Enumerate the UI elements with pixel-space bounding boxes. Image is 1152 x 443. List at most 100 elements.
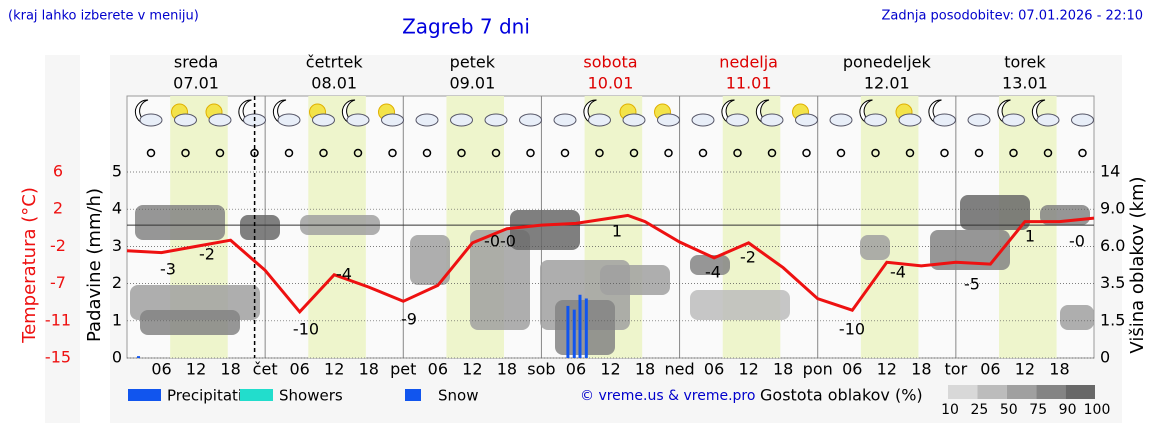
- wind-calm: [664, 148, 673, 158]
- cloud-scale-label: 100: [1084, 402, 1111, 418]
- day-name: sobota: [583, 53, 637, 72]
- y2-tick-label: 3.5: [1100, 273, 1125, 292]
- left-strip: [45, 55, 80, 423]
- y2-tick-label: 9.0: [1100, 199, 1125, 218]
- x-hour-label: 06: [428, 360, 448, 379]
- y2-tick-label: 6.0: [1100, 236, 1125, 255]
- cloud-icon: [622, 113, 646, 127]
- x-hour-label: 18: [773, 360, 793, 379]
- cloud-icon: [933, 113, 956, 127]
- temp-annotation: -2: [740, 248, 756, 267]
- cloud-cell: [240, 215, 280, 240]
- x-day-label: pet: [390, 360, 416, 379]
- x-hour-label: 18: [497, 360, 517, 379]
- temp-annotation: 1: [1025, 227, 1035, 246]
- temp-annotation: -2: [199, 245, 215, 264]
- wind-calm: [457, 148, 466, 158]
- temp-tick-label: -7: [50, 273, 66, 292]
- title: Zagreb 7 dni: [402, 15, 530, 39]
- cloud-icon: [139, 113, 163, 127]
- x-hour-label: 18: [220, 360, 240, 379]
- day-name: sreda: [174, 53, 218, 72]
- y-tick-label: 5: [112, 162, 122, 181]
- cloud-icon: [450, 113, 473, 127]
- temp-annotation: 1: [612, 222, 622, 241]
- x-hour-label: 12: [1015, 360, 1035, 379]
- cloud-icon: [174, 113, 197, 127]
- cloud-cell: [140, 310, 240, 335]
- wind-calm: [629, 148, 639, 158]
- day-date: 13.01: [1002, 74, 1048, 93]
- cloud-scale-label: 75: [1029, 402, 1047, 418]
- wind-calm: [1043, 148, 1053, 158]
- temp-tick-label: -11: [45, 310, 71, 329]
- x-hour-label: 12: [324, 360, 344, 379]
- cloud-scale-swatch: [1036, 385, 1066, 399]
- cloud-cell: [860, 235, 890, 260]
- wind-calm: [526, 148, 535, 158]
- cloud-icon: [346, 113, 370, 127]
- y2-axis-title: Višina oblakov (km): [1127, 176, 1148, 353]
- x-hour-label: 12: [877, 360, 897, 379]
- x-hour-label: 18: [911, 360, 931, 379]
- wind-calm: [284, 148, 294, 158]
- legend-label: Snow: [438, 387, 478, 405]
- x-hour-label: 06: [704, 360, 724, 379]
- cloud-cell: [930, 230, 1010, 270]
- y2-tick-label: 14: [1100, 162, 1120, 181]
- wind-calm: [1009, 148, 1018, 158]
- wind-calm: [940, 148, 949, 158]
- temp-tick-label: -15: [45, 348, 71, 367]
- y-tick-label: 0: [112, 348, 122, 367]
- x-hour-label: 18: [359, 360, 379, 379]
- y-tick-label: 4: [112, 199, 122, 218]
- wind-calm: [974, 148, 984, 158]
- cloud-icon: [1002, 113, 1025, 127]
- precip-bar: [572, 309, 576, 358]
- cloud-icon: [864, 113, 887, 127]
- cloud-scale-label: 10: [941, 402, 959, 418]
- x-day-label: tor: [945, 360, 968, 379]
- legend-label: Showers: [279, 387, 343, 405]
- temp-annotation: -9: [401, 310, 417, 329]
- temp-annotation: -0-0: [484, 232, 516, 251]
- cloud-icon: [1071, 113, 1094, 127]
- cloud-icon: [657, 113, 680, 127]
- cloud-scale-swatch: [1006, 385, 1037, 399]
- cloud-icon: [519, 113, 542, 127]
- cloud-cell: [600, 265, 670, 295]
- wind-calm: [733, 148, 742, 158]
- day-date: 11.01: [726, 74, 772, 93]
- cloud-scale-swatch: [977, 385, 1007, 399]
- wind-calm: [595, 148, 604, 158]
- wind-calm: [181, 148, 190, 158]
- day-name: nedelja: [719, 53, 778, 72]
- cloud-icon: [553, 113, 577, 127]
- cloud-icon: [381, 113, 404, 127]
- day-name: torek: [1004, 53, 1046, 72]
- wind-calm: [836, 148, 846, 158]
- day-name: četrtek: [306, 53, 364, 72]
- temp-tick-label: 2: [53, 199, 63, 218]
- temp-annotation: -10: [293, 320, 319, 339]
- temp-annotation: -10: [839, 320, 865, 339]
- hint: (kraj lahko izberete v meniju): [8, 9, 199, 24]
- precip-bar: [566, 305, 570, 358]
- x-hour-label: 06: [980, 360, 1000, 379]
- day-name: petek: [450, 53, 496, 72]
- y2-tick-label: 0: [1100, 348, 1110, 367]
- temp-annotation: -4: [890, 263, 906, 282]
- x-day-label: čet: [253, 360, 278, 379]
- legend-swatch: [240, 389, 273, 401]
- x-hour-label: 12: [600, 360, 620, 379]
- cloud-cell: [960, 195, 1030, 230]
- y2-tick-label: 1.5: [1100, 310, 1125, 329]
- updated: Zadnja posodobitev: 07.01.2026 - 22:10: [881, 9, 1143, 24]
- precip-bar: [578, 294, 582, 358]
- x-hour-label: 12: [462, 360, 482, 379]
- temp-annotation: -3: [160, 260, 176, 279]
- legend-swatch: [405, 389, 421, 401]
- x-hour-label: 18: [1049, 360, 1069, 379]
- x-hour-label: 06: [289, 360, 309, 379]
- temp-annotation: -5: [964, 275, 980, 294]
